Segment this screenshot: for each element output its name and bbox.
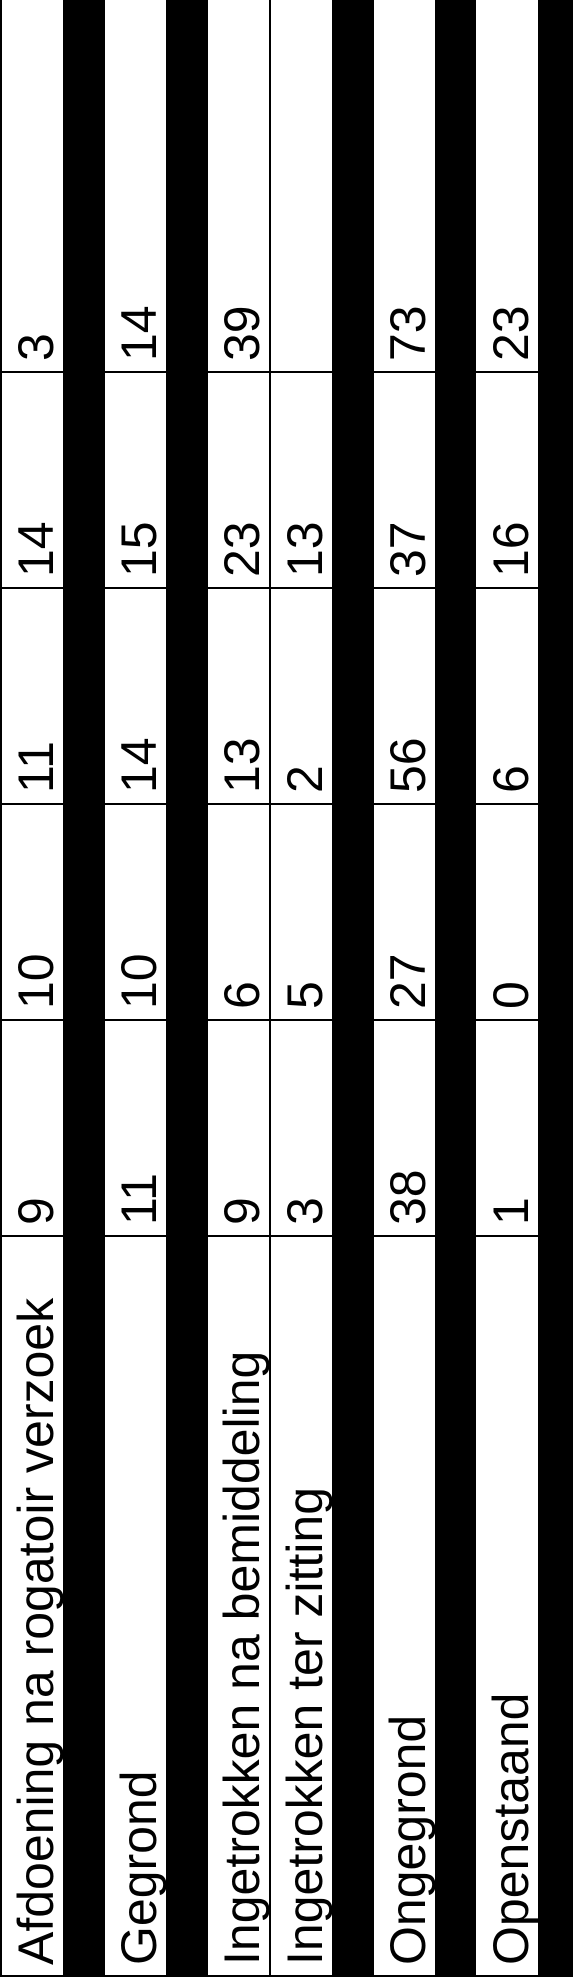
cell: 0 (475, 804, 538, 1020)
cell: 3 (270, 1020, 333, 1236)
cell: 13 (207, 588, 270, 804)
cell: 11 (104, 1020, 167, 1236)
cell: 6 (207, 804, 270, 1020)
cell: 10 (104, 804, 167, 1020)
cell: 14 (104, 588, 167, 804)
cell: 6 (475, 588, 538, 804)
cell: 16 (475, 372, 538, 588)
cell: 14 (104, 0, 167, 372)
table-row: Afdoening na rogatoir verzoek 9 10 11 14… (1, 0, 64, 1976)
cell: 9 (1, 1020, 64, 1236)
cell: 11 (1, 588, 64, 804)
row-label: Ingetrokken ter zitting (270, 1236, 333, 1976)
cell: 23 (207, 372, 270, 588)
row-label: Afdoening na rogatoir verzoek (1, 1236, 64, 1976)
table-row: Gegrond 11 10 14 15 14 (104, 0, 167, 1976)
row-label: Openstaand (475, 1236, 538, 1976)
table-row: Ingetrokken na bemiddeling 9 6 13 23 39 (207, 0, 270, 1976)
cell: 3 (1, 0, 64, 372)
cell: 38 (373, 1020, 436, 1236)
rotated-viewport: Afdoening na rogatoir verzoek 9 10 11 14… (0, 0, 573, 1977)
cell: 2 (270, 588, 333, 804)
separator-row (167, 0, 206, 1976)
cell: 15 (104, 372, 167, 588)
cell empty (270, 0, 333, 372)
table-row: Openstaand 1 0 6 16 23 (475, 0, 538, 1976)
separator-row (436, 0, 475, 1976)
cell: 14 (1, 372, 64, 588)
row-label: Gegrond (104, 1236, 167, 1976)
table-row: Ingetrokken ter zitting 3 5 2 13 (270, 0, 333, 1976)
data-table: Afdoening na rogatoir verzoek 9 10 11 14… (0, 0, 573, 1977)
table-row: Ongegrond 38 27 56 37 73 (373, 0, 436, 1976)
cell: 13 (270, 372, 333, 588)
separator-row (64, 0, 103, 1976)
cell: 1 (475, 1020, 538, 1236)
cell: 37 (373, 372, 436, 588)
row-label: Ingetrokken na bemiddeling (207, 1236, 270, 1976)
cell: 27 (373, 804, 436, 1020)
cell: 9 (207, 1020, 270, 1236)
cell: 23 (475, 0, 538, 372)
separator-row (539, 0, 572, 1976)
separator-row (333, 0, 372, 1976)
cell: 10 (1, 804, 64, 1020)
cell: 56 (373, 588, 436, 804)
cell: 5 (270, 804, 333, 1020)
cell: 73 (373, 0, 436, 372)
row-label: Ongegrond (373, 1236, 436, 1976)
cell: 39 (207, 0, 270, 372)
